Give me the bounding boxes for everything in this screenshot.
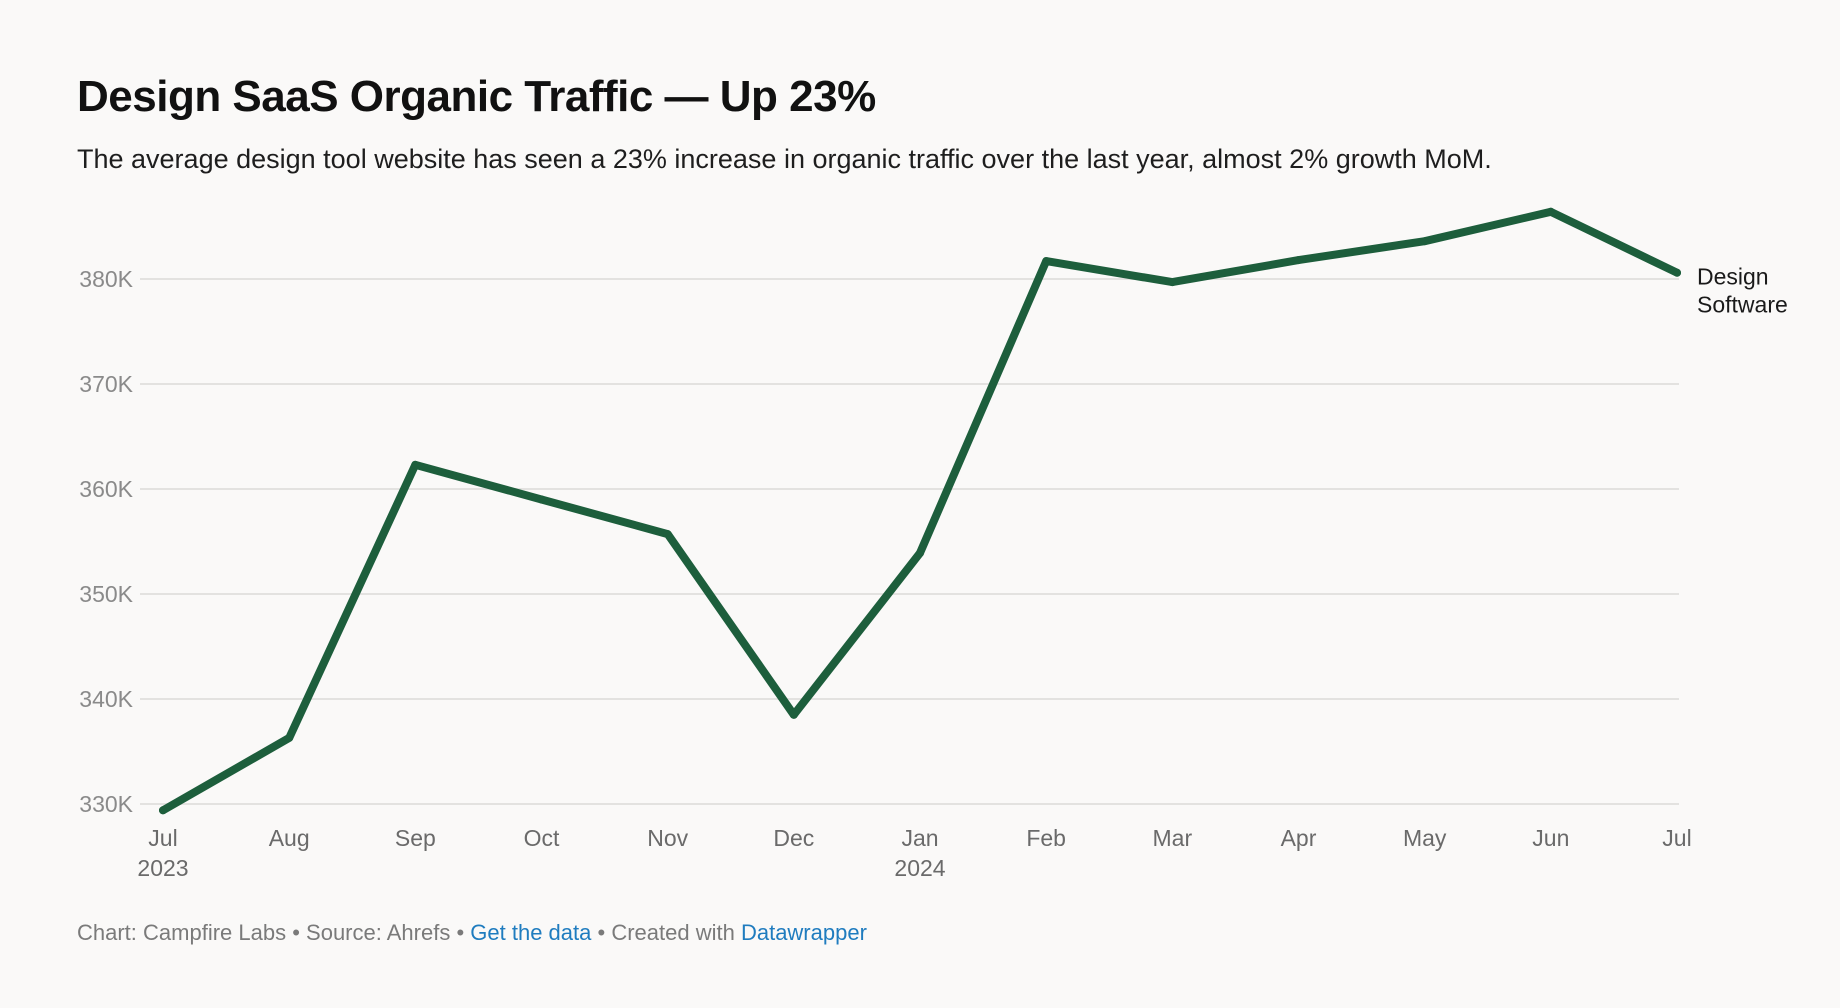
- y-tick-label: 380K: [79, 266, 133, 292]
- x-tick-label: May: [1403, 825, 1447, 851]
- data-point: [411, 460, 420, 469]
- x-tick-label: Jan: [901, 825, 938, 851]
- y-tick-label: 350K: [79, 581, 133, 607]
- footer-separator: •: [450, 920, 471, 945]
- y-axis-ticks: 330K 340K 350K 360K 370K 380K: [79, 266, 133, 817]
- series-label-layer: Design Software: [1697, 264, 1788, 318]
- data-point: [789, 710, 798, 719]
- footer-separator: •: [286, 920, 307, 945]
- chart-credit: Chart: Campfire Labs: [77, 920, 287, 945]
- series-layer: [159, 207, 1681, 815]
- y-tick-label: 360K: [79, 476, 133, 502]
- data-point: [916, 549, 924, 558]
- x-tick-label: Mar: [1153, 825, 1193, 851]
- x-tick-year-label: 2023: [137, 855, 188, 881]
- data-point: [159, 806, 167, 815]
- data-point: [1546, 207, 1555, 216]
- data-point: [1042, 257, 1051, 266]
- x-axis-ticks: Jul 2023 Aug Sep Oct Nov Dec Jan 2024 Feb Mar Apr Ma…: [137, 825, 1691, 881]
- y-tick-label: 370K: [79, 371, 133, 397]
- x-tick-label: Jun: [1532, 825, 1569, 851]
- x-tick-label: Sep: [395, 825, 436, 851]
- x-tick-label: Nov: [647, 825, 688, 851]
- chart-title: Design SaaS Organic Traffic — Up 23%: [77, 72, 876, 121]
- data-point: [1420, 237, 1429, 246]
- source-text: Source: Ahrefs: [306, 920, 451, 945]
- series-label-line: Design: [1697, 264, 1769, 290]
- series-label-design-software: Design Software: [1697, 264, 1788, 318]
- x-tick-label: Oct: [524, 825, 560, 851]
- chart-subtitle: The average design tool website has seen…: [77, 144, 1492, 174]
- x-tick-label: Aug: [269, 825, 310, 851]
- data-point: [1168, 278, 1177, 287]
- footer-separator: •: [591, 920, 612, 945]
- x-tick-label: Jul: [148, 825, 177, 851]
- get-the-data-link[interactable]: Get the data: [470, 920, 592, 945]
- x-tick-label: Dec: [773, 825, 814, 851]
- data-point: [663, 530, 672, 539]
- y-tick-label: 340K: [79, 686, 133, 712]
- x-tick-label: Jul: [1662, 825, 1691, 851]
- y-tick-label: 330K: [79, 791, 133, 817]
- x-tick-label: Feb: [1026, 825, 1066, 851]
- data-point: [537, 495, 546, 504]
- data-point: [285, 733, 294, 742]
- x-tick-year-label: 2024: [894, 855, 945, 881]
- series-label-line: Software: [1697, 292, 1788, 318]
- created-with-text: Created with: [611, 920, 735, 945]
- data-point: [1673, 268, 1681, 277]
- series-line-design-software: [159, 207, 1681, 815]
- x-tick-label: Apr: [1281, 825, 1317, 851]
- data-point: [1294, 256, 1303, 265]
- datawrapper-link[interactable]: Datawrapper: [740, 920, 867, 945]
- grid-layer: [140, 278, 1679, 805]
- chart-footer: Chart: Campfire Labs • Source: Ahrefs • …: [77, 920, 867, 946]
